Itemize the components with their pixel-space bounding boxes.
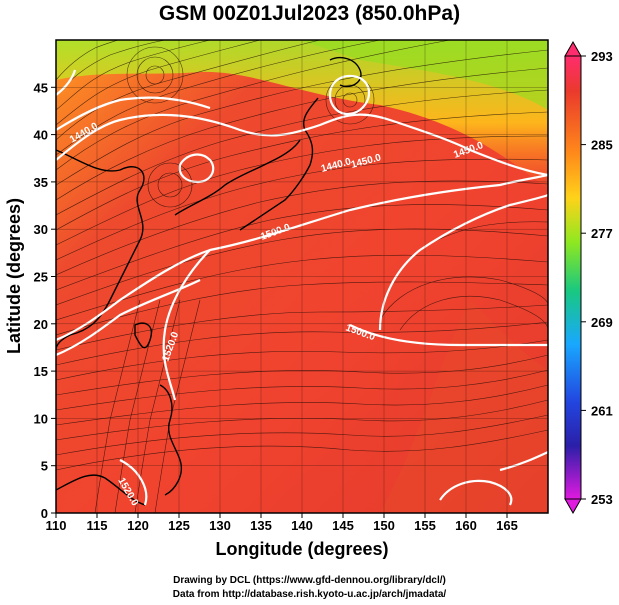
colorbar-upper-arrow [564, 40, 582, 57]
colorbar-tick-label: 269 [591, 315, 613, 330]
lon-tick-label: 135 [250, 518, 272, 533]
lon-tick-label: 145 [332, 518, 354, 533]
hokkaido-coastline [329, 57, 362, 88]
philippines-coastline [159, 384, 182, 496]
y-axis-title: Latitude (degrees) [4, 198, 24, 354]
lat-tick-label: 45 [34, 80, 48, 95]
lon-tick-label: 120 [127, 518, 149, 533]
colorbar-gradient [564, 55, 582, 500]
lat-tick-label: 5 [41, 459, 48, 474]
height-contours [56, 69, 548, 506]
credit-drawing: Drawing by DCL (https://www.gfd-dennou.o… [173, 575, 446, 586]
lat-tick-label: 20 [34, 317, 48, 332]
asia-coastline [56, 149, 145, 351]
japan-coastline [239, 97, 319, 231]
lon-tick-label: 155 [414, 518, 436, 533]
colorbar-tick-label: 277 [591, 226, 613, 241]
lat-tick-label: 10 [34, 411, 48, 426]
lon-tick-label: 160 [455, 518, 477, 533]
lat-tick-label: 35 [34, 175, 48, 190]
colorbar-tick-label: 261 [591, 403, 613, 418]
lat-tick-label: 15 [34, 364, 48, 379]
lon-tick-label: 165 [496, 518, 518, 533]
latitude-ticks: 0 5 10 15 20 25 30 35 40 45 [34, 80, 56, 521]
lon-tick-label: 125 [168, 518, 190, 533]
colorbar-tick-label: 285 [591, 138, 613, 153]
colorbar-tick-label: 253 [591, 492, 613, 507]
colorbar-lower-arrow [564, 498, 582, 515]
lat-lon-grid [56, 40, 548, 513]
map-title: GSM 00Z01Jul2023 (850.0hPa) [158, 2, 461, 25]
credit-data: Data from http://database.rish.kyoto-u.a… [172, 589, 447, 600]
warm-south-region [380, 300, 548, 513]
lat-tick-label: 40 [34, 128, 48, 143]
lon-tick-label: 110 [46, 518, 67, 533]
colorbar: 293 285 277 269 261 253 [564, 40, 613, 515]
lat-tick-label: 0 [41, 506, 48, 521]
korea-coastline [174, 139, 301, 216]
coastlines [56, 57, 362, 506]
lat-tick-label: 30 [34, 222, 48, 237]
lon-tick-label: 150 [373, 518, 395, 533]
lon-tick-label: 140 [291, 518, 313, 533]
lon-tick-label: 130 [209, 518, 231, 533]
longitude-ticks: 110 115 120 125 130 135 140 145 150 155 160 165 [46, 513, 518, 533]
colorbar-tick-label: 293 [591, 49, 613, 64]
lat-tick-label: 25 [34, 270, 48, 285]
lon-tick-label: 115 [87, 518, 108, 533]
borneo-coastline [56, 474, 146, 506]
x-axis-title: Longitude (degrees) [215, 539, 388, 559]
map-plot: 1440.0 1440.0 1450.0 1450.0 1500.0 1500.… [4, 39, 613, 559]
